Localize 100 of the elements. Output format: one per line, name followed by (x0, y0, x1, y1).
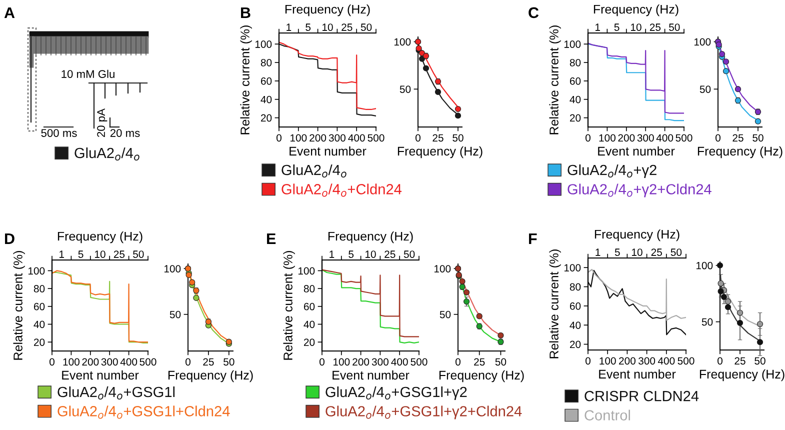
point (718, 50, 726, 58)
x-tick-label: 0 (716, 134, 720, 142)
point (418, 56, 426, 62)
text: 25 (342, 24, 352, 31)
x-tick-label: 400 (658, 357, 675, 365)
y-tick-label: 20 (260, 114, 272, 122)
point (498, 332, 504, 338)
text: 25 (114, 250, 125, 258)
legend-label: Control (584, 410, 630, 420)
point (189, 279, 196, 286)
x-axis-title: Frequency (Hz) (439, 370, 524, 382)
text: A (4, 7, 15, 18)
x-axis-title: Frequency (Hz) (698, 146, 782, 158)
point (756, 339, 764, 346)
x-tick-label: 300 (328, 134, 346, 142)
text: 1 (60, 250, 64, 258)
text: 5 (78, 250, 84, 258)
y-axis-title: Relative current (%) (240, 26, 252, 134)
x-tick-label: 300 (638, 357, 656, 365)
legend-label: GluA2$_{o}$/4$_{o}$+GSG1l (58, 386, 175, 400)
legend-label: GluA2$_{o}$/4$_{o}$ (282, 164, 346, 178)
y-tick-label: 40 (570, 322, 581, 329)
x-tick-label: 500 (678, 357, 694, 365)
text: 1 (596, 248, 600, 256)
y-tick-label: 80 (570, 58, 581, 66)
x-tick-label: 100 (600, 357, 616, 365)
y-tick-label: 60 (34, 302, 45, 310)
x-tick-label: 300 (101, 358, 118, 366)
x2-axis-title: Frequency (Hz) (594, 4, 678, 16)
text: 10 (631, 24, 642, 31)
point (718, 288, 724, 294)
y-tick-label: 80 (304, 285, 315, 292)
x-tick-label: 0 (718, 357, 722, 365)
text: 10 (322, 24, 333, 31)
y-tick-label: 20 (34, 338, 45, 346)
text: 1 (596, 24, 600, 31)
point (736, 310, 744, 316)
x-tick-label: 25 (474, 358, 485, 366)
y-tick-label: 100 (564, 264, 581, 272)
text: 5 (348, 250, 354, 258)
legend-label: GluA2$_{o}$/4$_{o}$+Cldn24 (282, 184, 402, 197)
x2-axis-title: Frequency (Hz) (285, 4, 370, 16)
y-tick-label: 40 (34, 320, 45, 328)
y-tick-label: 80 (570, 283, 581, 291)
x-tick-label: 0 (416, 134, 420, 142)
x-tick-label: 200 (310, 134, 326, 142)
x-tick-label: 0 (320, 358, 324, 366)
point (418, 50, 426, 56)
y-tick-label: 20 (304, 338, 315, 346)
y-axis-title: Relative current (%) (13, 251, 25, 360)
x-axis-title: Frequency (Hz) (398, 146, 482, 158)
legend-label: CRISPR CLDN24 (584, 390, 699, 402)
line-series (588, 268, 686, 321)
y-tick-label: 60 (570, 77, 581, 85)
x-axis-title: Frequency (Hz) (700, 369, 784, 382)
point (193, 294, 200, 301)
y-axis-title: Relative current (%) (283, 251, 295, 360)
x-tick-label: 0 (586, 357, 590, 365)
y-tick-label: 50 (700, 86, 711, 93)
x-tick-label: 100 (334, 358, 350, 366)
legend-label: GluA2$_{o}$/4$_{o}$+γ2 (568, 164, 656, 178)
text: 10 (366, 250, 376, 258)
point (716, 262, 724, 268)
x-tick-label: 50 (452, 134, 464, 142)
line-series (588, 270, 686, 336)
point (476, 313, 482, 320)
text: 1 (330, 250, 334, 258)
text: 10 (95, 250, 106, 258)
point (724, 298, 732, 305)
text: 10 (632, 248, 642, 256)
x-tick-label: 200 (618, 134, 635, 142)
x-tick-label: 0 (456, 358, 460, 366)
x-tick-label: 0 (586, 134, 590, 142)
y-tick-label: 40 (260, 96, 272, 104)
point (736, 320, 744, 326)
x2-axis-title: Frequency (Hz) (58, 231, 142, 244)
text: 5 (614, 248, 620, 256)
x-tick-label: 50 (224, 358, 234, 366)
x-tick-label: 25 (203, 358, 214, 366)
x-tick-label: 0 (50, 358, 54, 366)
text: 1 (286, 24, 292, 31)
x-tick-label: 200 (82, 358, 99, 366)
text: 20 pA (97, 108, 108, 137)
y-tick-label: 80 (34, 285, 45, 292)
x-tick-label: 50 (754, 357, 766, 365)
text: 20 ms (110, 129, 140, 137)
x-tick-label: 300 (372, 358, 388, 366)
legend-label: GluA2$_{o}$/4$_{o}$+GSG1l+Cldn24 (58, 406, 230, 419)
text: 10 mM Glu (62, 70, 114, 78)
x-tick-label: 200 (352, 358, 370, 366)
y-tick-label: 100 (28, 267, 45, 275)
text: 25 (651, 248, 662, 256)
text: 25 (650, 24, 661, 31)
chart-title: E (267, 233, 276, 244)
chart-title: C (528, 7, 539, 18)
point (205, 318, 212, 325)
text: 5 (614, 24, 620, 31)
text: 50 (133, 250, 144, 258)
y-tick-label: 100 (696, 262, 713, 270)
y-tick-label: 50 (702, 318, 713, 326)
